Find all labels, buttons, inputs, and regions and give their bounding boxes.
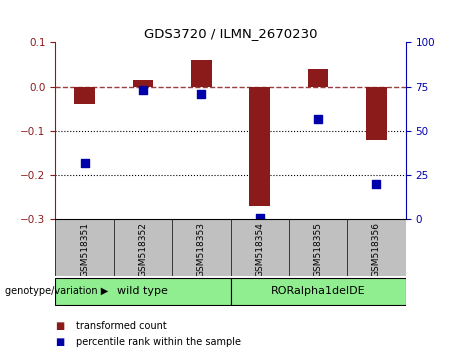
Bar — [308, 69, 328, 87]
Text: GSM518356: GSM518356 — [372, 222, 381, 277]
Point — [198, 91, 205, 97]
Bar — [74, 87, 95, 104]
Bar — [366, 87, 387, 140]
Title: GDS3720 / ILMN_2670230: GDS3720 / ILMN_2670230 — [144, 27, 317, 40]
Text: RORalpha1delDE: RORalpha1delDE — [271, 286, 366, 296]
Text: ■: ■ — [55, 321, 65, 331]
Text: ■: ■ — [55, 337, 65, 347]
Text: GSM518355: GSM518355 — [313, 222, 323, 277]
Bar — [249, 87, 270, 206]
Point — [373, 181, 380, 187]
Point — [256, 215, 263, 221]
Text: GSM518352: GSM518352 — [138, 222, 148, 277]
Text: GSM518353: GSM518353 — [197, 222, 206, 277]
Text: percentile rank within the sample: percentile rank within the sample — [76, 337, 241, 347]
Text: transformed count: transformed count — [76, 321, 167, 331]
Text: genotype/variation ▶: genotype/variation ▶ — [5, 286, 108, 296]
FancyBboxPatch shape — [55, 278, 230, 305]
Point — [81, 160, 88, 166]
Text: GSM518354: GSM518354 — [255, 222, 264, 277]
Text: GSM518351: GSM518351 — [80, 222, 89, 277]
Text: wild type: wild type — [118, 286, 168, 296]
Bar — [133, 80, 153, 87]
FancyBboxPatch shape — [230, 278, 406, 305]
Bar — [191, 60, 212, 87]
Point — [314, 116, 322, 121]
Point — [139, 87, 147, 93]
